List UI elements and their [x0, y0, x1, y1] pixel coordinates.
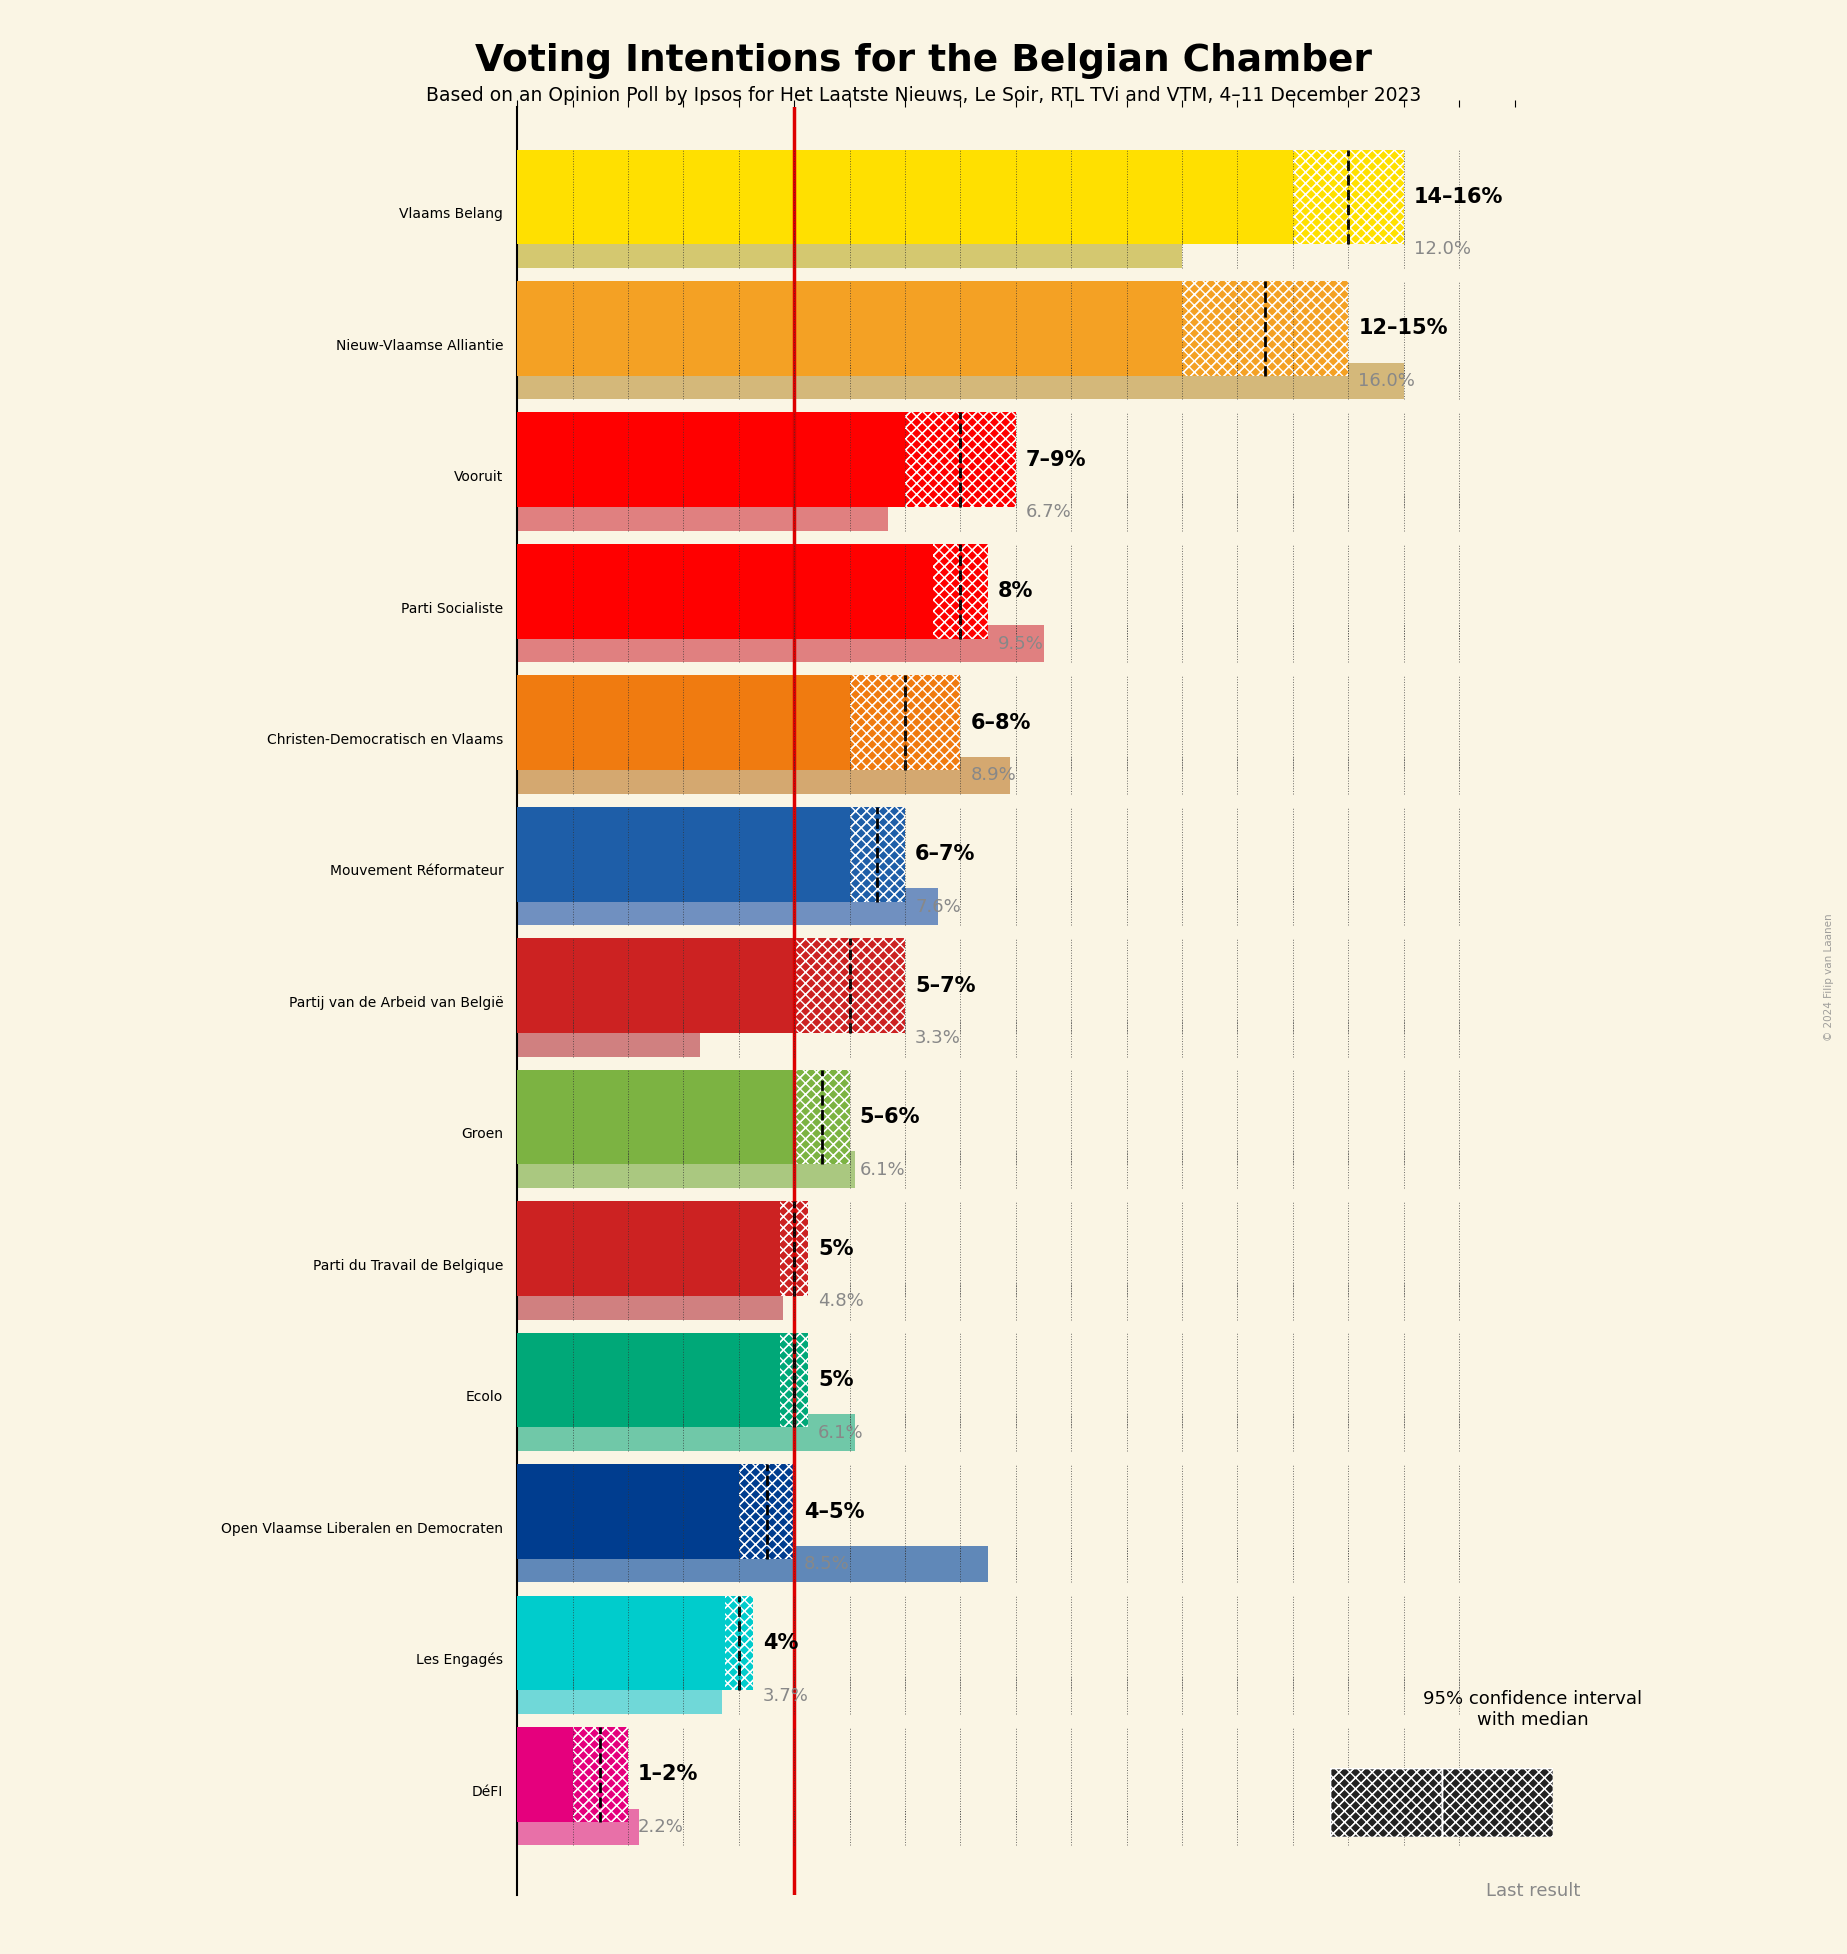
- Text: 4%: 4%: [763, 1634, 798, 1653]
- Text: 1–2%: 1–2%: [637, 1764, 698, 1784]
- Bar: [517, 625, 1044, 662]
- Bar: [1182, 281, 1348, 375]
- Text: 6–8%: 6–8%: [970, 713, 1031, 733]
- Text: 8.9%: 8.9%: [970, 766, 1016, 784]
- Bar: [781, 1202, 809, 1296]
- Bar: [517, 150, 1293, 244]
- Bar: [517, 807, 850, 901]
- Bar: [517, 363, 1404, 399]
- Text: 7–9%: 7–9%: [1025, 449, 1086, 469]
- Text: 3.3%: 3.3%: [914, 1030, 960, 1047]
- Bar: [517, 1727, 573, 1821]
- Text: 12–15%: 12–15%: [1358, 319, 1448, 338]
- Text: Voting Intentions for the Belgian Chamber: Voting Intentions for the Belgian Chambe…: [475, 43, 1372, 78]
- Text: 4–5%: 4–5%: [803, 1501, 864, 1522]
- Bar: [517, 231, 1182, 268]
- Bar: [517, 1415, 855, 1452]
- Text: 6.1%: 6.1%: [818, 1424, 864, 1442]
- Bar: [517, 1596, 724, 1690]
- Bar: [1330, 1768, 1441, 1837]
- Text: 7.6%: 7.6%: [914, 897, 960, 916]
- Bar: [517, 1546, 988, 1583]
- Text: 8.5%: 8.5%: [803, 1555, 850, 1573]
- Text: 4.8%: 4.8%: [818, 1292, 864, 1311]
- Bar: [517, 1069, 794, 1165]
- Text: 6.1%: 6.1%: [859, 1161, 905, 1178]
- Bar: [573, 1727, 628, 1821]
- Bar: [517, 1282, 783, 1319]
- Text: 6.7%: 6.7%: [1025, 504, 1071, 522]
- Bar: [517, 1677, 722, 1714]
- Bar: [739, 1464, 794, 1559]
- Bar: [933, 543, 988, 639]
- Bar: [1441, 1768, 1553, 1837]
- Text: 6–7%: 6–7%: [914, 844, 975, 864]
- Text: 12.0%: 12.0%: [1413, 240, 1470, 258]
- Bar: [794, 938, 905, 1034]
- Bar: [850, 676, 960, 770]
- Text: 2.2%: 2.2%: [637, 1817, 683, 1837]
- Bar: [850, 807, 905, 901]
- Bar: [905, 412, 1016, 508]
- Text: 3.7%: 3.7%: [763, 1686, 809, 1704]
- Bar: [517, 543, 933, 639]
- Bar: [905, 412, 1016, 508]
- Text: 5–6%: 5–6%: [859, 1108, 920, 1127]
- Bar: [1330, 1768, 1441, 1837]
- Bar: [517, 1333, 781, 1426]
- Text: 5%: 5%: [818, 1370, 853, 1389]
- Bar: [1293, 150, 1404, 244]
- Text: 5–7%: 5–7%: [914, 975, 975, 997]
- Bar: [781, 1333, 809, 1426]
- Text: 14–16%: 14–16%: [1413, 188, 1503, 207]
- Bar: [517, 889, 938, 924]
- Bar: [517, 1809, 639, 1845]
- Text: 95% confidence interval
with median: 95% confidence interval with median: [1424, 1690, 1642, 1729]
- Text: 9.5%: 9.5%: [997, 635, 1044, 653]
- Bar: [781, 1333, 809, 1426]
- Bar: [794, 1069, 850, 1165]
- Bar: [1441, 1768, 1553, 1837]
- Bar: [517, 1020, 700, 1057]
- Bar: [794, 1069, 850, 1165]
- Bar: [724, 1596, 754, 1690]
- Text: 8%: 8%: [997, 580, 1034, 602]
- Bar: [517, 1151, 855, 1188]
- Bar: [794, 938, 905, 1034]
- Bar: [850, 807, 905, 901]
- Text: 5%: 5%: [818, 1239, 853, 1258]
- Bar: [517, 1202, 781, 1296]
- Text: Based on an Opinion Poll by Ipsos for Het Laatste Nieuws, Le Soir, RTL TVi and V: Based on an Opinion Poll by Ipsos for He…: [427, 86, 1420, 106]
- Bar: [517, 938, 794, 1034]
- Bar: [739, 1464, 794, 1559]
- Text: © 2024 Filip van Laanen: © 2024 Filip van Laanen: [1825, 913, 1834, 1041]
- Text: 16.0%: 16.0%: [1358, 371, 1415, 391]
- Bar: [1293, 150, 1404, 244]
- Bar: [517, 494, 888, 531]
- Bar: [517, 676, 850, 770]
- Bar: [517, 412, 905, 508]
- Bar: [573, 1727, 628, 1821]
- Bar: [1182, 281, 1348, 375]
- Text: Last result: Last result: [1485, 1882, 1581, 1899]
- Bar: [933, 543, 988, 639]
- Bar: [517, 1464, 739, 1559]
- Bar: [850, 676, 960, 770]
- Bar: [781, 1202, 809, 1296]
- Bar: [517, 756, 1010, 793]
- Bar: [517, 281, 1182, 375]
- Bar: [724, 1596, 754, 1690]
